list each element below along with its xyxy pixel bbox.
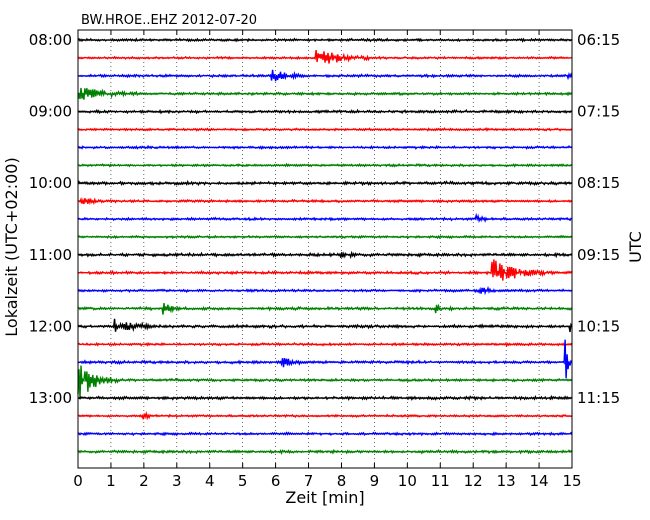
x-tick-label: 12: [464, 472, 483, 490]
seismic-trace: [77, 179, 573, 187]
x-tick-label: 10: [398, 472, 417, 490]
x-tick-label: 1: [106, 472, 116, 490]
x-axis-label: Zeit [min]: [285, 488, 364, 507]
left-tick-label: 12:00: [29, 317, 72, 335]
seismic-trace: [77, 250, 573, 260]
seismic-trace: [77, 144, 573, 151]
seismic-trace: [77, 448, 573, 455]
right-tick-label: 07:15: [577, 103, 620, 121]
seismic-trace: [77, 341, 573, 348]
plot-frame: [77, 29, 573, 469]
left-tick-label: 09:00: [29, 103, 72, 121]
x-tick-label: 3: [172, 472, 182, 490]
seismic-trace: [77, 162, 573, 168]
x-tick-label: 9: [370, 472, 380, 490]
chart-title: BW.HROE..EHZ 2012-07-20: [81, 13, 257, 28]
seismic-trace: [77, 50, 573, 64]
seismic-trace: [77, 108, 573, 115]
left-axis-ticks: 08:00 09:00 10:00 11:00 12:00 13:00: [29, 31, 83, 407]
x-tick-label: 6: [271, 472, 281, 490]
seismic-trace: [77, 69, 573, 82]
right-axis-ticks: 06:15 07:15 08:15 09:15 10:15 11:15: [567, 31, 620, 407]
right-tick-label: 10:15: [577, 317, 620, 335]
x-tick-label: 0: [73, 472, 83, 490]
left-tick-label: 08:00: [29, 31, 72, 49]
seismic-trace: [77, 339, 573, 379]
x-tick-label: 14: [530, 472, 549, 490]
x-tick-label: 11: [431, 472, 450, 490]
seismic-trace: [77, 196, 573, 206]
seismic-trace: [77, 127, 573, 132]
right-axis-label: UTC: [626, 231, 645, 263]
seismic-trace: [77, 234, 573, 240]
seismic-trace: [77, 37, 573, 43]
seismic-trace: [77, 431, 573, 437]
left-axis-label: Lokalzeit (UTC+02:00): [2, 157, 21, 336]
seismic-trace: [77, 318, 573, 333]
x-tick-label: 5: [238, 472, 248, 490]
trace-group: [77, 37, 573, 455]
seismic-trace: [77, 365, 573, 400]
x-tick-label: 2: [139, 472, 149, 490]
right-tick-label: 11:15: [577, 389, 620, 407]
seismic-trace: [77, 87, 573, 100]
x-tick-label: 13: [497, 472, 516, 490]
seismic-trace: [77, 303, 573, 315]
grid-lines: [110, 30, 540, 468]
left-tick-label: 11:00: [29, 246, 72, 264]
left-tick-label: 10:00: [29, 174, 72, 192]
x-tick-label: 7: [304, 472, 314, 490]
seismic-trace: [77, 410, 573, 421]
x-tick-label: 8: [337, 472, 347, 490]
seismic-trace: [77, 212, 573, 223]
x-axis-ticks: 0 1 2 3 4 5 6 7 8 9 10 11 12 13 14 15: [73, 30, 582, 490]
right-tick-label: 09:15: [577, 246, 620, 264]
left-tick-label: 13:00: [29, 389, 72, 407]
seismic-trace: [77, 394, 573, 402]
right-tick-label: 08:15: [577, 174, 620, 192]
seismic-trace: [77, 259, 573, 281]
x-tick-label: 4: [205, 472, 215, 490]
right-tick-label: 06:15: [577, 31, 620, 49]
seismic-trace: [77, 285, 573, 296]
x-tick-label: 15: [562, 472, 581, 490]
